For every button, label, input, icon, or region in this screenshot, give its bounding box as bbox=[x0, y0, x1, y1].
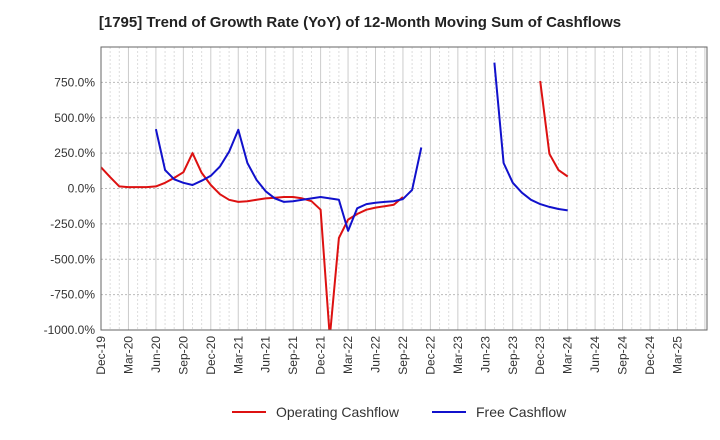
series-lines bbox=[101, 62, 569, 330]
x-tick-label: Mar-23 bbox=[451, 336, 465, 374]
chart-title: [1795] Trend of Growth Rate (YoY) of 12-… bbox=[98, 14, 622, 31]
x-tick-label: Mar-21 bbox=[231, 336, 245, 374]
x-tick-label: Dec-20 bbox=[204, 336, 218, 375]
legend-item-operating-cashflow: Operating Cashflow bbox=[232, 404, 399, 420]
grid-lines bbox=[100, 47, 707, 331]
y-axis-tick-labels: 750.0% 500.0% 250.0% 0.0% -250.0% -500.0% -750… bbox=[44, 75, 96, 337]
x-axis-tick-labels: Dec-19 Mar-20 Jun-20 Sep-20 Dec-20 Mar-21 Jun-… bbox=[94, 336, 684, 375]
y-tick-label: 750.0% bbox=[54, 75, 95, 89]
legend-item-free-cashflow: Free Cashflow bbox=[432, 404, 566, 420]
x-tick-label: Dec-23 bbox=[533, 336, 547, 375]
y-tick-label: 500.0% bbox=[54, 111, 95, 125]
x-tick-label: Jun-21 bbox=[259, 336, 273, 373]
plot-frame bbox=[100, 46, 708, 331]
x-tick-label: Jun-23 bbox=[478, 336, 492, 373]
x-tick-label: Mar-20 bbox=[121, 336, 135, 374]
x-tick-label: Jun-24 bbox=[588, 336, 602, 373]
x-tick-label: Sep-22 bbox=[396, 336, 410, 375]
y-tick-label: -750.0% bbox=[50, 288, 95, 302]
legend-swatch-free bbox=[432, 411, 466, 413]
legend-swatch-operating bbox=[232, 411, 266, 413]
legend-label-operating: Operating Cashflow bbox=[276, 404, 399, 420]
x-tick-label: Mar-24 bbox=[561, 336, 575, 374]
legend: Operating Cashflow Free Cashflow bbox=[0, 404, 720, 426]
x-tick-label: Dec-21 bbox=[314, 336, 328, 375]
y-tick-label: 0.0% bbox=[68, 182, 96, 196]
x-tick-label: Sep-20 bbox=[176, 336, 190, 375]
series-line-free-cashflow-1 bbox=[493, 62, 568, 212]
x-tick-label: Dec-22 bbox=[423, 336, 437, 375]
legend-label-free: Free Cashflow bbox=[476, 404, 567, 420]
x-tick-label: Sep-21 bbox=[286, 336, 300, 375]
x-tick-label: Dec-24 bbox=[643, 336, 657, 375]
x-tick-label: Mar-22 bbox=[341, 336, 355, 374]
series-line-free-cashflow-0 bbox=[154, 128, 423, 232]
y-tick-label: 250.0% bbox=[54, 146, 95, 160]
x-tick-label: Mar-25 bbox=[670, 336, 684, 374]
series-line-operating-cashflow-0 bbox=[101, 152, 404, 330]
x-tick-label: Jun-22 bbox=[369, 336, 383, 373]
x-tick-label: Jun-20 bbox=[149, 336, 163, 373]
x-tick-label: Dec-19 bbox=[94, 336, 108, 375]
series-line-operating-cashflow-1 bbox=[539, 80, 569, 178]
y-tick-label: -1000.0% bbox=[44, 323, 96, 337]
y-tick-label: -250.0% bbox=[50, 217, 95, 231]
x-tick-label: Sep-24 bbox=[616, 336, 630, 375]
y-tick-label: -500.0% bbox=[50, 252, 95, 266]
x-tick-label: Sep-23 bbox=[506, 336, 520, 375]
